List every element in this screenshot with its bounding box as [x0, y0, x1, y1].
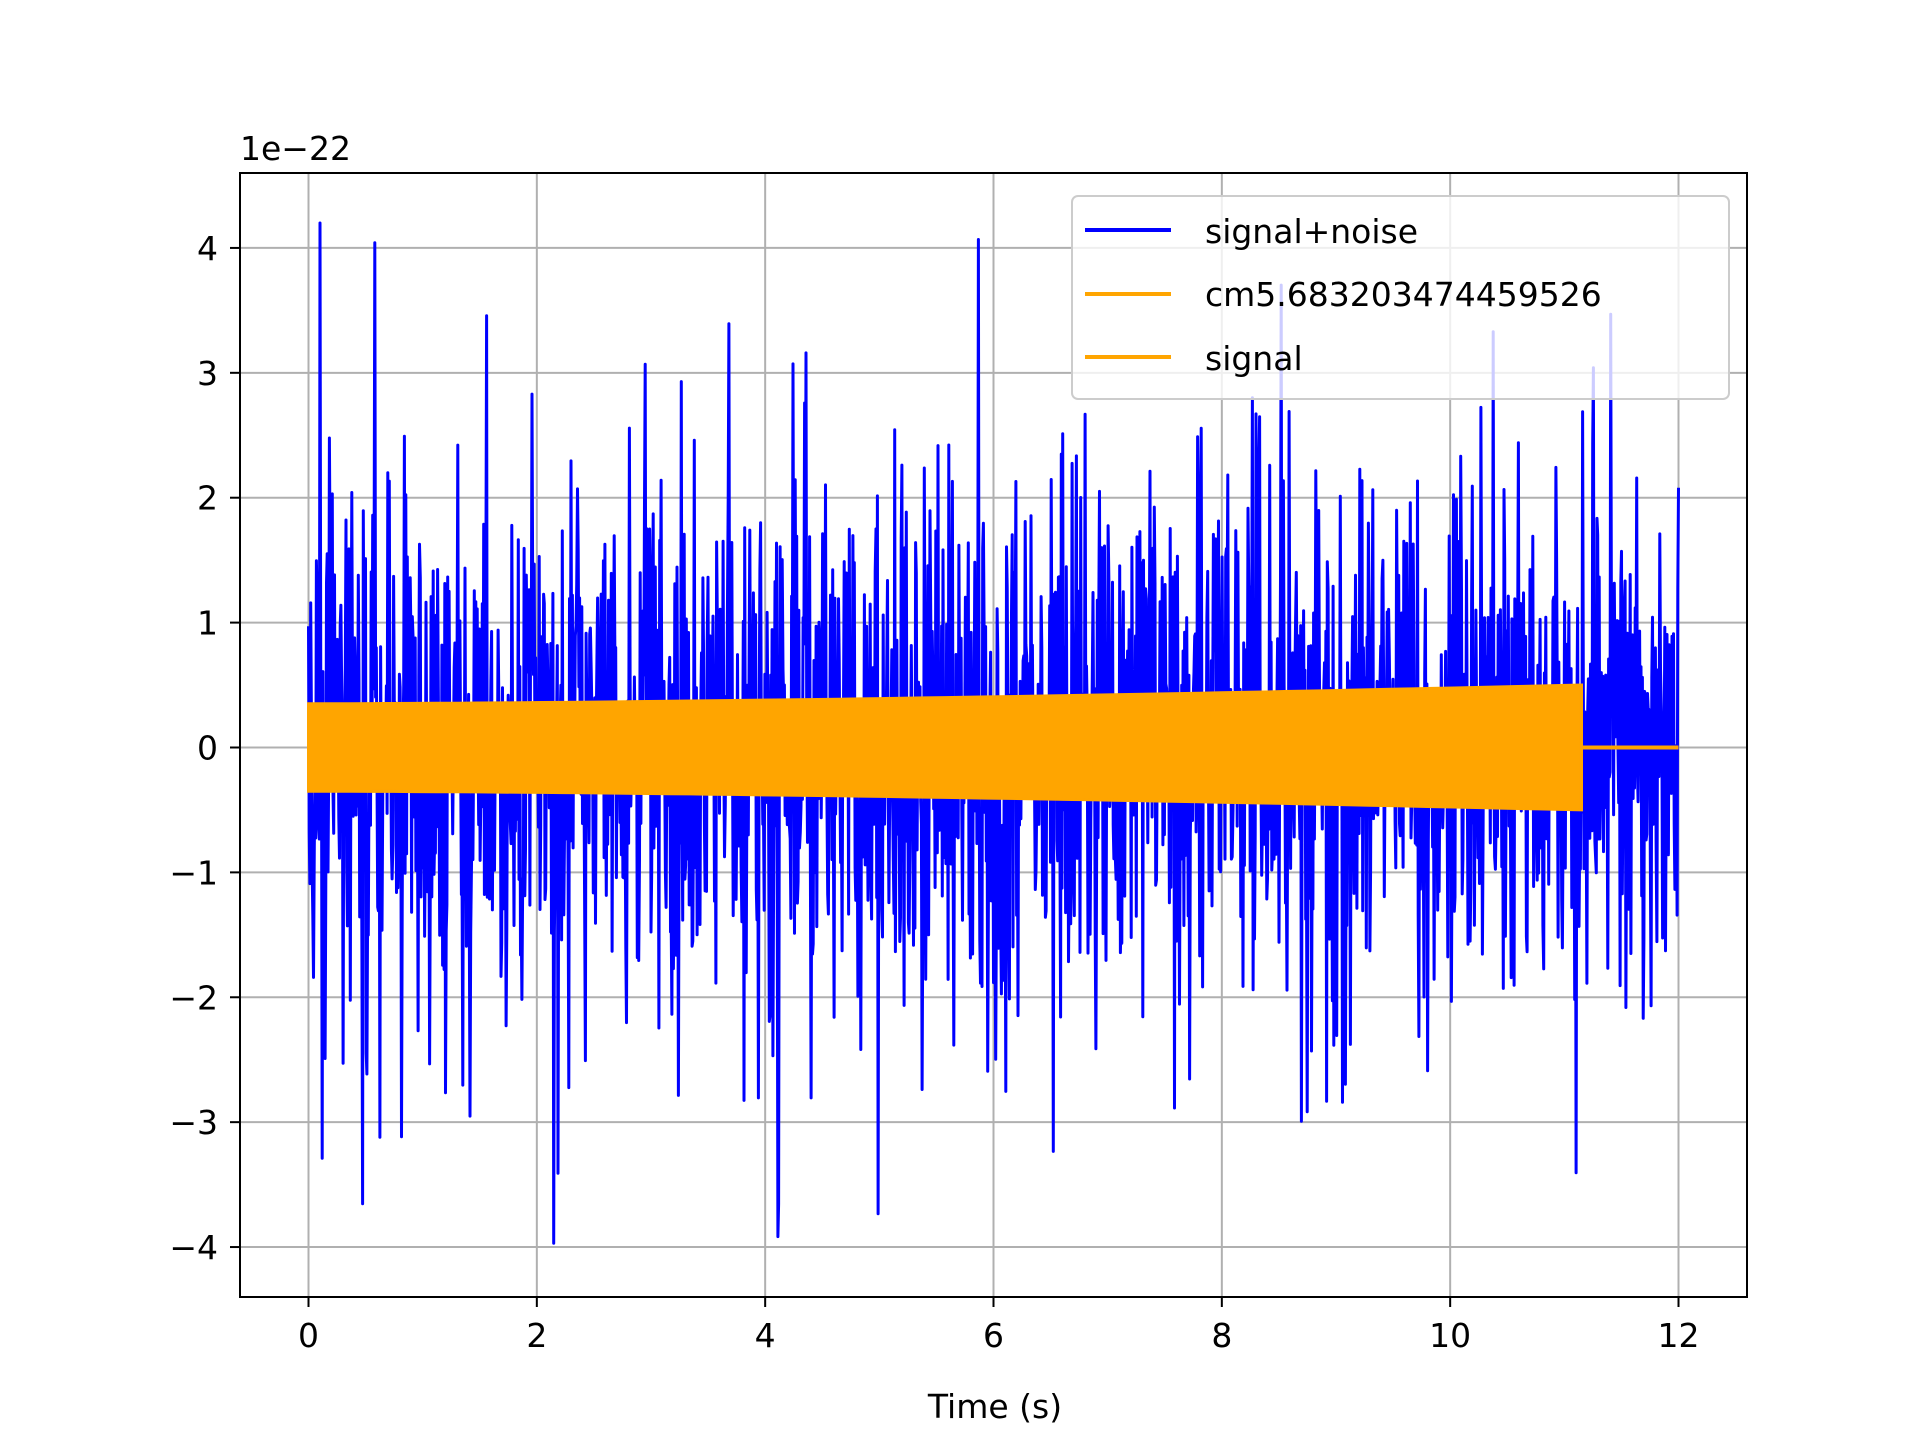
x-tick-label-1: 2 [526, 1316, 547, 1355]
y-tick-label-6: 2 [197, 479, 218, 518]
y-tick-label-5: 1 [197, 604, 218, 643]
y-axis-ticks: −4 −3 −2 −1 0 1 2 3 4 [169, 229, 240, 1267]
legend-label-signal-noise: signal+noise [1205, 212, 1418, 251]
x-axis-title: Time (s) [927, 1387, 1062, 1426]
x-tick-label-5: 10 [1429, 1316, 1471, 1355]
y-tick-label-4: 0 [197, 728, 218, 767]
y-offset-label: 1e−22 [240, 129, 351, 168]
y-tick-label-8: 4 [197, 229, 218, 268]
x-tick-label-3: 6 [983, 1316, 1004, 1355]
legend-label-signal: signal [1205, 339, 1303, 378]
y-tick-label-1: −3 [169, 1103, 218, 1142]
series-layer [307, 221, 1680, 1245]
y-tick-label-7: 3 [197, 354, 218, 393]
y-tick-label-3: −1 [169, 853, 218, 892]
x-axis-ticks: 0 2 4 6 8 10 12 [298, 1297, 1700, 1355]
x-tick-label-4: 8 [1211, 1316, 1232, 1355]
y-tick-label-2: −2 [169, 978, 218, 1017]
x-tick-label-2: 4 [755, 1316, 776, 1355]
x-tick-label-6: 12 [1658, 1316, 1700, 1355]
legend[interactable]: signal+noise cm5.683203474459526 signal [1071, 195, 1730, 400]
legend-box [1071, 195, 1730, 400]
x-tick-label-0: 0 [298, 1316, 319, 1355]
series-signal-band [307, 683, 1583, 812]
legend-label-cm: cm5.683203474459526 [1205, 275, 1602, 314]
y-tick-label-0: −4 [169, 1228, 218, 1267]
